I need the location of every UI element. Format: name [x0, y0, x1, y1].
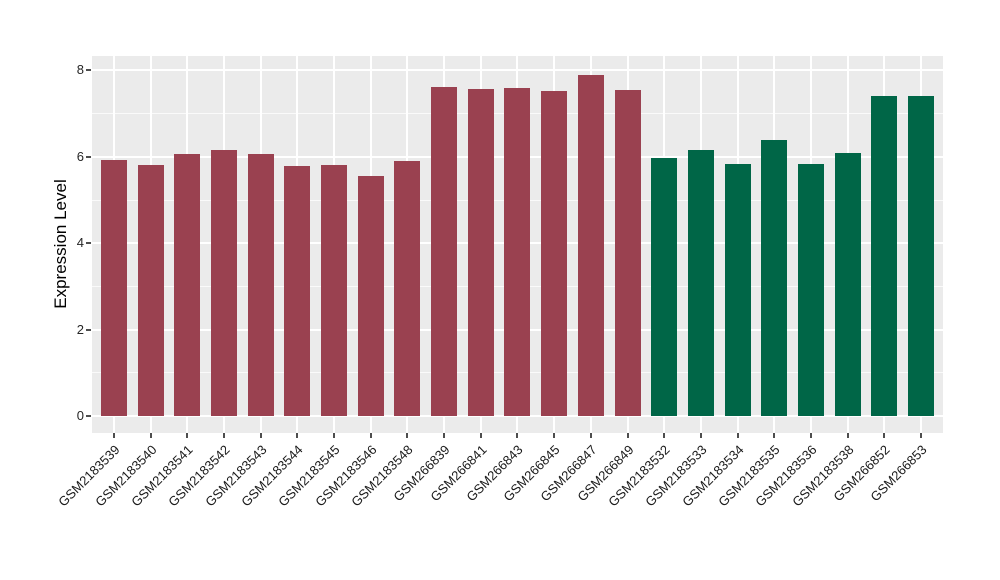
x-tick-mark-GSM2183533	[699, 433, 702, 438]
bar-GSM2183538	[834, 152, 861, 416]
x-tick-mark-GSM2183545	[333, 433, 336, 438]
y-tick-mark-4	[86, 242, 91, 245]
y-tick-label-0: 0	[76, 408, 84, 423]
bar-GSM266841	[467, 89, 494, 416]
bar-GSM266845	[541, 90, 568, 416]
x-tick-mark-GSM2183536	[809, 433, 812, 438]
x-tick-mark-GSM2183541	[186, 433, 189, 438]
x-tick-mark-GSM266843	[516, 433, 519, 438]
bar-GSM2183543	[247, 153, 274, 416]
bar-GSM266852	[871, 95, 898, 416]
x-tick-mark-GSM266839	[443, 433, 446, 438]
bar-GSM2183536	[797, 164, 824, 416]
bar-GSM2183544	[284, 165, 311, 416]
x-tick-mark-GSM266849	[626, 433, 629, 438]
x-tick-mark-GSM2183543	[259, 433, 262, 438]
bar-GSM266853	[907, 95, 934, 416]
bar-GSM2183534	[724, 164, 751, 416]
x-tick-mark-GSM2183534	[736, 433, 739, 438]
bar-GSM266849	[614, 90, 641, 416]
x-tick-mark-GSM2183538	[846, 433, 849, 438]
y-tick-mark-8	[86, 69, 91, 72]
bar-GSM266839	[431, 86, 458, 416]
x-tick-mark-GSM2183535	[773, 433, 776, 438]
bar-GSM2183542	[211, 149, 238, 416]
bar-GSM2183532	[651, 157, 678, 416]
y-tick-label-8: 8	[76, 62, 84, 78]
x-tick-mark-GSM2183546	[369, 433, 372, 438]
y-tick-mark-2	[86, 328, 91, 331]
y-tick-label-2: 2	[76, 321, 84, 337]
x-tick-mark-GSM2183532	[663, 433, 666, 438]
bar-GSM2183533	[687, 149, 714, 416]
bar-GSM2183539	[101, 160, 127, 416]
x-tick-mark-GSM2183544	[296, 433, 299, 438]
x-tick-mark-GSM266852	[883, 433, 886, 438]
bar-GSM2183540	[137, 165, 164, 416]
bar-GSM266843	[504, 87, 531, 416]
y-tick-mark-0	[86, 415, 91, 417]
bar-GSM2183546	[357, 175, 384, 416]
x-tick-mark-GSM2183542	[223, 433, 226, 438]
x-tick-mark-GSM266847	[589, 433, 592, 438]
x-tick-mark-GSM2183540	[149, 433, 152, 438]
bar-GSM2183535	[761, 139, 788, 416]
bar-GSM2183548	[394, 161, 421, 416]
x-tick-mark-GSM2183548	[406, 433, 409, 438]
bar-GSM2183545	[321, 164, 348, 416]
bar-GSM266847	[577, 74, 604, 416]
bar-GSM2183541	[174, 154, 201, 416]
x-tick-mark-GSM266845	[553, 433, 556, 438]
x-tick-mark-GSM266841	[479, 433, 482, 438]
y-tick-mark-6	[86, 155, 91, 158]
y-tick-label-6: 6	[76, 148, 84, 164]
x-tick-mark-GSM266853	[919, 433, 922, 438]
x-tick-mark-GSM2183539	[113, 433, 115, 438]
y-tick-label-4: 4	[76, 235, 84, 251]
plot-panel	[92, 56, 943, 433]
